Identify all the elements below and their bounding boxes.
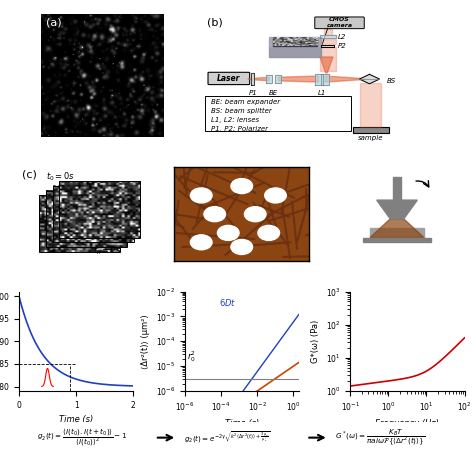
FancyBboxPatch shape (315, 17, 364, 29)
Text: $r_0^2$: $r_0^2$ (187, 349, 196, 364)
Text: $t_n = 2s$: $t_n = 2s$ (93, 244, 122, 257)
Polygon shape (315, 74, 323, 85)
Circle shape (204, 206, 226, 222)
Polygon shape (363, 238, 431, 242)
Circle shape (218, 225, 239, 240)
Polygon shape (321, 44, 334, 47)
Polygon shape (324, 29, 332, 35)
Polygon shape (321, 74, 329, 85)
Polygon shape (275, 75, 282, 83)
Text: BS: BS (386, 78, 396, 84)
Y-axis label: ⟨Δr²(t)⟩ (μm²): ⟨Δr²(t)⟩ (μm²) (141, 314, 150, 369)
Text: $g_2(t) = e^{-2\gamma\sqrt{k^2\langle\Delta r^2(t)\rangle+\frac{3\mu_a}{\mu_s^{\: $g_2(t) = e^{-2\gamma\sqrt{k^2\langle\De… (184, 430, 270, 445)
Polygon shape (269, 37, 321, 47)
Text: L2: L2 (338, 34, 346, 40)
Text: CMOS
camera: CMOS camera (327, 18, 353, 28)
Circle shape (231, 239, 253, 255)
Polygon shape (370, 228, 424, 238)
Circle shape (231, 179, 253, 194)
Polygon shape (320, 35, 336, 38)
Polygon shape (370, 219, 424, 238)
X-axis label: Frequency (Hz): Frequency (Hz) (375, 419, 439, 428)
Text: BE: beam expander
BS: beam splitter
L1, L2: lenses
P1, P2: Polarizer: BE: beam expander BS: beam splitter L1, … (210, 99, 280, 132)
Polygon shape (278, 76, 319, 82)
Polygon shape (273, 38, 318, 46)
Polygon shape (320, 57, 333, 73)
X-axis label: Time (s): Time (s) (59, 415, 93, 424)
Y-axis label: G*(ω) (Pa): G*(ω) (Pa) (311, 319, 320, 363)
Bar (39, 195, 120, 252)
Bar (353, 127, 389, 133)
Text: P2: P2 (338, 43, 347, 49)
Text: (c): (c) (22, 169, 36, 179)
Text: $t_0 = 0s$: $t_0 = 0s$ (46, 171, 75, 183)
Text: $6Dt$: $6Dt$ (219, 297, 236, 308)
Polygon shape (393, 177, 401, 200)
Text: P1: P1 (248, 89, 257, 95)
Polygon shape (325, 76, 365, 82)
Circle shape (191, 235, 212, 250)
Text: $G^*(\omega) = \dfrac{K_B T}{\pi a i\omega \mathcal{F}\{\langle\Delta r^2(t)\ran: $G^*(\omega) = \dfrac{K_B T}{\pi a i\ome… (335, 427, 426, 448)
Text: Laser: Laser (217, 74, 240, 83)
Polygon shape (251, 73, 255, 85)
FancyBboxPatch shape (205, 96, 351, 131)
Polygon shape (320, 47, 336, 71)
Bar (53, 186, 134, 242)
Bar (59, 181, 140, 238)
Polygon shape (377, 200, 417, 219)
Circle shape (191, 188, 212, 203)
Text: L1: L1 (318, 89, 326, 95)
Text: $g_2(t) = \dfrac{\langle I(t_0).I(t+t_0)\rangle}{\langle I(t_0)\rangle^2} - 1$: $g_2(t) = \dfrac{\langle I(t_0).I(t+t_0)… (37, 427, 127, 449)
Polygon shape (320, 39, 336, 44)
Polygon shape (266, 75, 273, 83)
Circle shape (258, 225, 280, 240)
Text: sample: sample (358, 135, 383, 141)
Polygon shape (269, 47, 321, 57)
Text: (b): (b) (207, 18, 222, 28)
Polygon shape (360, 83, 381, 127)
Circle shape (245, 206, 266, 222)
Polygon shape (248, 77, 269, 81)
Circle shape (264, 188, 286, 203)
X-axis label: Time (s): Time (s) (225, 419, 259, 428)
FancyBboxPatch shape (208, 72, 250, 85)
Text: BE: BE (269, 89, 278, 95)
Bar (46, 191, 127, 247)
Polygon shape (359, 75, 380, 84)
Text: (a): (a) (46, 18, 62, 28)
